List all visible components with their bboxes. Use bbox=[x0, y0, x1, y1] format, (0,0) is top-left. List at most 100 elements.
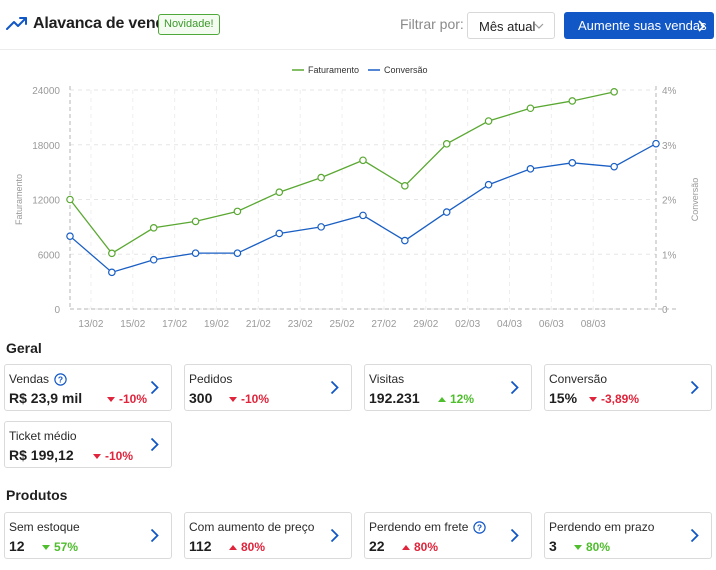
data-point bbox=[233, 249, 242, 257]
x-tick-label: 06/03 bbox=[539, 319, 564, 330]
triangle-down-icon bbox=[574, 544, 582, 550]
legend-label: Faturamento bbox=[308, 65, 359, 75]
metric-card[interactable]: Visitas 192.231 12% bbox=[364, 364, 532, 411]
chevron-down-icon bbox=[534, 23, 544, 29]
data-point bbox=[359, 156, 367, 165]
header: Alavanca de vendas Novidade! Filtrar por… bbox=[0, 0, 716, 50]
metric-card[interactable]: Com aumento de preço 112 80% bbox=[184, 512, 352, 559]
metric-card[interactable]: Sem estoque 12 57% bbox=[4, 512, 172, 559]
metric-delta-value: 12% bbox=[450, 392, 475, 406]
data-point bbox=[484, 117, 493, 125]
filter-label: Filtrar por: bbox=[400, 16, 464, 32]
chevron-right-icon[interactable] bbox=[690, 528, 699, 543]
data-point bbox=[149, 255, 158, 264]
period-select-value: Mês atual bbox=[479, 19, 536, 34]
y-right-tick-label: 3% bbox=[662, 141, 677, 152]
chevron-right-icon[interactable] bbox=[150, 437, 159, 452]
metric-label-text: Com aumento de preço bbox=[189, 520, 315, 534]
data-point bbox=[568, 159, 577, 167]
metric-value: 15% bbox=[549, 390, 578, 406]
data-point bbox=[108, 249, 116, 258]
x-tick-label: 04/03 bbox=[497, 319, 522, 330]
metric-delta-value: 80% bbox=[241, 540, 266, 554]
data-point bbox=[317, 223, 325, 231]
data-point bbox=[275, 188, 284, 197]
x-tick-label: 27/02 bbox=[371, 319, 396, 330]
metric-delta: 80% bbox=[402, 540, 438, 554]
increase-sales-label: Aumente suas vendas bbox=[578, 18, 707, 33]
x-tick-label: 08/03 bbox=[581, 319, 606, 330]
metric-delta-value: -10% bbox=[119, 392, 148, 406]
metric-card-label: Pedidos bbox=[189, 372, 232, 386]
data-point bbox=[568, 97, 577, 105]
metric-card-label: Com aumento de preço bbox=[189, 520, 314, 534]
sales-chart: 0 0 6000 1% 12000 2% 18000 3% 24000 4% 13/02 15/02 1… bbox=[14, 65, 700, 330]
metric-card[interactable]: Pedidos 300 -10% bbox=[184, 364, 352, 411]
help-icon[interactable]: ? bbox=[473, 520, 487, 534]
metric-card-label: Conversão bbox=[549, 372, 607, 386]
metric-delta: 80% bbox=[574, 540, 610, 554]
metric-delta: -10% bbox=[107, 392, 147, 406]
metric-value: 3 bbox=[549, 538, 557, 554]
metric-label-text: Conversão bbox=[549, 372, 608, 386]
triangle-down-icon bbox=[42, 544, 50, 550]
metric-label-text: Visitas bbox=[369, 372, 405, 386]
data-point bbox=[233, 207, 242, 216]
data-point bbox=[442, 140, 451, 148]
y-right-axis-title: Conversão bbox=[690, 178, 700, 222]
chevron-right-icon[interactable] bbox=[150, 380, 159, 395]
metric-card[interactable]: Ticket médio R$ 199,12 -10% bbox=[4, 421, 172, 468]
chevron-right-icon[interactable] bbox=[690, 380, 699, 395]
data-point bbox=[401, 182, 409, 190]
x-tick-label: 17/02 bbox=[162, 319, 187, 330]
metric-card[interactable]: Perdendo em prazo 3 80% bbox=[544, 512, 712, 559]
period-select[interactable]: Mês atual bbox=[467, 12, 555, 39]
x-tick-label: 02/03 bbox=[455, 319, 480, 330]
metric-value: 112 bbox=[189, 538, 212, 554]
x-tick-label: 15/02 bbox=[120, 319, 145, 330]
triangle-up-icon bbox=[402, 544, 410, 550]
metric-card[interactable]: Conversão 15% -3,89% bbox=[544, 364, 712, 411]
data-point bbox=[191, 217, 200, 226]
metric-card[interactable]: Perdendo em frete? 22 80% bbox=[364, 512, 532, 559]
y-right-tick-label: 1% bbox=[662, 250, 677, 261]
metric-delta-value: 80% bbox=[414, 540, 439, 554]
section-title-geral: Geral bbox=[6, 340, 42, 356]
metric-delta: 80% bbox=[229, 540, 265, 554]
metric-delta-value: -10% bbox=[105, 449, 134, 463]
y-left-tick-label: 0 bbox=[54, 305, 60, 316]
metric-label-text: Ticket médio bbox=[9, 429, 77, 443]
metric-delta-value: -3,89% bbox=[601, 392, 640, 406]
triangle-down-icon bbox=[107, 396, 115, 402]
chevron-right-icon[interactable] bbox=[510, 380, 519, 395]
new-badge: Novidade! bbox=[158, 14, 220, 35]
increase-sales-button[interactable]: Aumente suas vendas bbox=[564, 12, 714, 39]
metric-card[interactable]: Vendas? R$ 23,9 mil -10% bbox=[4, 364, 172, 411]
y-right-tick-label: 0 bbox=[662, 305, 668, 316]
metric-card-label: Sem estoque bbox=[9, 520, 80, 534]
series-line bbox=[69, 91, 615, 255]
chevron-right-icon[interactable] bbox=[510, 528, 519, 543]
metric-value: 300 bbox=[189, 390, 213, 406]
chevron-right-icon[interactable] bbox=[150, 528, 159, 543]
data-point bbox=[66, 195, 74, 204]
chevron-right-icon[interactable] bbox=[330, 528, 339, 543]
x-tick-label: 25/02 bbox=[330, 319, 355, 330]
x-tick-label: 19/02 bbox=[204, 319, 229, 330]
data-point bbox=[401, 236, 409, 245]
metric-card-label: Visitas bbox=[369, 372, 404, 386]
metric-delta: 57% bbox=[42, 540, 78, 554]
chevron-right-icon[interactable] bbox=[330, 380, 339, 395]
page-title: Alavanca de vendas bbox=[33, 15, 183, 32]
x-tick-label: 13/02 bbox=[78, 319, 103, 330]
data-point bbox=[359, 211, 367, 220]
data-point bbox=[191, 249, 200, 257]
data-point bbox=[317, 173, 325, 182]
triangle-up-icon bbox=[229, 544, 237, 550]
metric-card-label: Perdendo em prazo bbox=[549, 520, 654, 534]
data-point bbox=[66, 232, 74, 240]
help-icon[interactable]: ? bbox=[54, 372, 67, 386]
y-right-tick-label: 2% bbox=[662, 196, 677, 207]
metric-value: R$ 199,12 bbox=[9, 447, 74, 463]
y-right-tick-label: 4% bbox=[662, 86, 677, 97]
